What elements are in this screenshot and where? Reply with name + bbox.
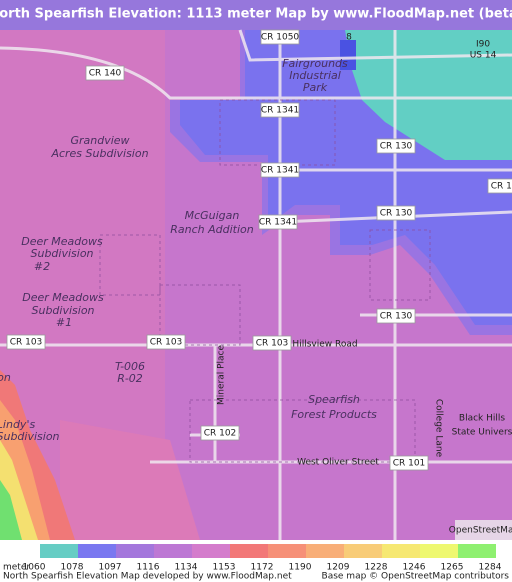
legend-unit: meter [3, 563, 30, 573]
legend-swatch [40, 544, 78, 558]
road-label: State Univers [452, 428, 512, 438]
legend-value: 1246 [403, 563, 426, 573]
legend-swatch [154, 544, 192, 558]
road-label: Mineral Place [217, 345, 227, 405]
road-label: 8 [346, 33, 352, 43]
place-label: Forest Products [291, 408, 377, 421]
road-shield [200, 425, 240, 441]
road-shield [389, 455, 429, 471]
road-label: CR 1341 [261, 166, 299, 176]
legend-swatch [458, 544, 496, 558]
footer-left: North Spearfish Elevation Map developed … [3, 572, 292, 582]
road-label: CR 101 [393, 459, 426, 469]
legend-value: 1172 [251, 563, 274, 573]
legend-swatch [116, 544, 154, 558]
legend-swatch [382, 544, 420, 558]
place-label: T-006 [115, 360, 145, 373]
road-label: I90 [476, 40, 490, 50]
road-label: Hillsview Road [292, 340, 357, 350]
place-label: Fairgrounds [282, 57, 348, 70]
road-shield [376, 308, 416, 324]
place-label: Acres Subdivision [50, 147, 148, 160]
road-shield [260, 29, 300, 45]
place-label: #2 [34, 260, 50, 273]
road-shield [376, 138, 416, 154]
legend-value: 1228 [365, 563, 388, 573]
road-label: CR 103 [150, 338, 183, 348]
road-label: CR 1341 [259, 218, 297, 228]
road-label: Black Hills [459, 414, 505, 424]
place-label: Ranch Addition [170, 223, 254, 236]
legend-value: 1134 [175, 563, 198, 573]
legend-swatch [230, 544, 268, 558]
place-label: McGuigan [185, 209, 240, 222]
road-label: CR 130 [380, 142, 413, 152]
road-label: CR 1050 [261, 33, 300, 43]
place-label: Grandview [70, 134, 129, 147]
legend-value: 1060 [23, 563, 46, 573]
legend-swatch [306, 544, 344, 558]
title-bar [0, 0, 512, 30]
place-label: Lindy's [0, 418, 35, 431]
footer-right: Base map © OpenStreetMap contributors [322, 572, 510, 582]
road-shield [376, 205, 416, 221]
road-label: CR 103 [256, 339, 289, 349]
place-label: Subdivision [30, 247, 93, 260]
legend-value: 1116 [137, 563, 160, 573]
place-label: R-02 [117, 372, 143, 385]
legend-swatch [344, 544, 382, 558]
place-label: Industrial [289, 69, 341, 82]
place-label: Subdivision [31, 304, 94, 317]
legend-value: 1097 [99, 563, 122, 573]
road-label: West Oliver Street [297, 458, 379, 468]
place-label: Deer Meadows [22, 291, 104, 304]
legend-swatch [420, 544, 458, 558]
road-shield [6, 334, 46, 350]
road-label: OpenStreetMap [449, 526, 512, 536]
title: North Spearfish Elevation: 1113 meter Ma… [0, 7, 512, 22]
road-label: CR 1341 [261, 106, 299, 116]
road-label: CR 140 [89, 69, 122, 79]
place-label: Subdivision [0, 430, 60, 443]
place-label: #1 [56, 316, 72, 329]
road-shield [260, 162, 300, 178]
place-label: Spearfish [308, 393, 360, 406]
legend-value: 1284 [479, 563, 502, 573]
road-label: CR 130 [491, 182, 512, 192]
road-shield [258, 214, 298, 230]
legend-swatch [78, 544, 116, 558]
legend-value: 1078 [61, 563, 84, 573]
legend-value: 1153 [213, 563, 236, 573]
road-label: CR 130 [380, 209, 413, 219]
road-shield [252, 335, 292, 351]
place-label: Deer Meadows [21, 235, 103, 248]
road-shield [260, 102, 300, 118]
road-label: CR 103 [10, 338, 43, 348]
legend-swatch [268, 544, 306, 558]
legend-swatch [192, 544, 230, 558]
legend-value: 1190 [289, 563, 312, 573]
road-label: CR 130 [380, 312, 413, 322]
place-label: on [0, 371, 11, 384]
place-label: Park [303, 81, 328, 94]
legend-value: 1265 [441, 563, 464, 573]
map [0, 29, 512, 540]
road-shield [85, 65, 125, 81]
road-shield [487, 178, 512, 194]
legend-value: 1209 [327, 563, 350, 573]
road-shield [146, 334, 186, 350]
road-label: CR 102 [204, 429, 237, 439]
road-label: College Lane [434, 399, 444, 458]
road-label: US 14 [470, 51, 497, 61]
